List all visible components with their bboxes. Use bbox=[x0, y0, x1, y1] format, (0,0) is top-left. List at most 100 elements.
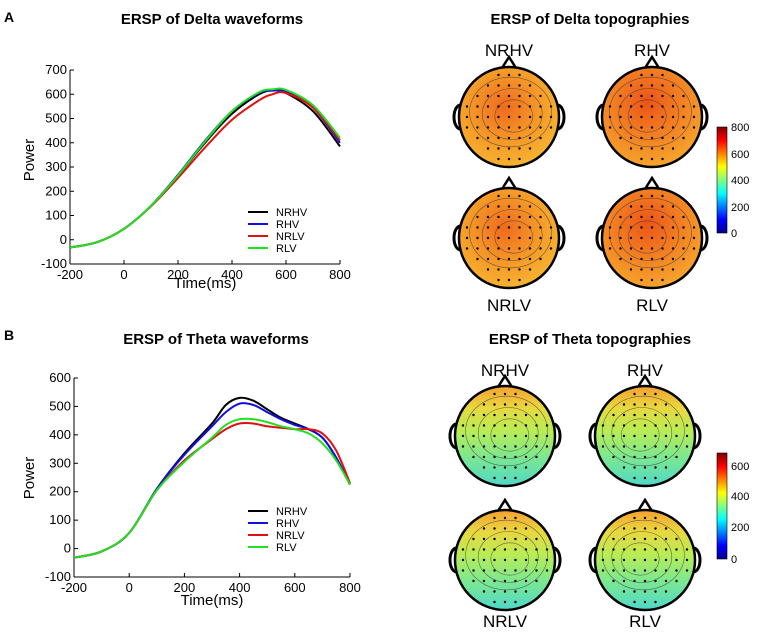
electrode-dot bbox=[601, 569, 605, 572]
electrode-dot bbox=[486, 126, 490, 129]
electrode-dot bbox=[671, 115, 675, 119]
electrode-dot bbox=[539, 94, 542, 98]
electrode-dot bbox=[643, 476, 647, 480]
electrode-dot bbox=[643, 445, 647, 448]
electrode-dot bbox=[528, 126, 532, 129]
electrode-dot bbox=[497, 147, 500, 150]
electrode-dot bbox=[497, 84, 500, 87]
electrode-dot bbox=[661, 94, 664, 98]
topo-label-nrhv: NRHV bbox=[481, 361, 530, 380]
electrode-dot bbox=[507, 84, 511, 87]
topo-label-nrhv: NRHV bbox=[485, 41, 534, 60]
electrode-dot bbox=[514, 434, 517, 438]
electrode-dot bbox=[476, 94, 479, 98]
electrode-dot bbox=[497, 105, 500, 108]
electrode-dot bbox=[675, 558, 678, 562]
head-ear bbox=[595, 224, 604, 252]
electrode-dot bbox=[622, 403, 626, 406]
electrode-dot bbox=[692, 236, 696, 240]
electrode-dot bbox=[493, 600, 496, 604]
contour-line bbox=[465, 395, 548, 467]
electrode-dot bbox=[472, 455, 475, 459]
electrode-dot bbox=[472, 558, 475, 562]
electrode-dot bbox=[545, 445, 549, 448]
electrode-dot bbox=[524, 466, 528, 469]
electrode-dot bbox=[518, 257, 521, 261]
electrode-dot bbox=[633, 424, 636, 427]
electrode-dot bbox=[671, 257, 675, 261]
electrode-dot bbox=[482, 445, 486, 448]
electrode-dot bbox=[661, 236, 664, 240]
electrode-dot bbox=[518, 147, 521, 150]
electrode-dot bbox=[654, 600, 657, 604]
electrode-dot bbox=[640, 147, 643, 150]
electrode-dot bbox=[524, 548, 528, 551]
electrode-dot bbox=[661, 73, 664, 77]
electrode-dot bbox=[622, 455, 626, 459]
electrode-dot bbox=[535, 548, 538, 551]
electrode-dot bbox=[633, 537, 636, 541]
panel-a-letter: A bbox=[4, 9, 14, 25]
electrode-dot bbox=[608, 126, 612, 129]
electrode-dot bbox=[629, 247, 633, 250]
electrode-dot bbox=[650, 126, 654, 129]
electrode-dot bbox=[518, 115, 521, 119]
electrode-dot bbox=[535, 424, 538, 427]
electrode-dot bbox=[650, 194, 654, 198]
electrode-dot bbox=[633, 590, 636, 593]
electrode-dot bbox=[622, 424, 626, 427]
electrode-dot bbox=[640, 215, 643, 219]
y-tick-label: 400 bbox=[49, 427, 71, 442]
contour-line bbox=[618, 88, 680, 140]
contour-line bbox=[611, 407, 673, 459]
electrode-dot bbox=[482, 466, 486, 469]
head-ear bbox=[448, 546, 457, 574]
electrode-dot bbox=[664, 466, 668, 469]
electrode-dot bbox=[650, 257, 654, 261]
electrode-dot bbox=[503, 537, 507, 541]
delta-colorbar-tick: 0 bbox=[731, 228, 737, 240]
electrode-dot bbox=[535, 455, 538, 459]
electrode-dot bbox=[535, 579, 538, 583]
electrode-dot bbox=[622, 413, 626, 417]
electrode-dot bbox=[549, 126, 553, 129]
series-line-rlv bbox=[69, 87, 341, 249]
head-ear bbox=[693, 546, 702, 574]
delta-topo-title: ERSP of Delta topographies bbox=[491, 11, 690, 28]
electrode-dot bbox=[685, 445, 689, 448]
y-tick-label: 700 bbox=[45, 62, 67, 77]
electrode-dot bbox=[493, 434, 496, 438]
electrode-dot bbox=[493, 558, 496, 562]
electrode-dot bbox=[650, 268, 654, 271]
electrode-dot bbox=[643, 413, 647, 417]
electrode-dot bbox=[654, 445, 657, 448]
electrode-dot bbox=[461, 569, 465, 572]
series-line-nrlv bbox=[69, 91, 341, 249]
electrode-dot bbox=[465, 105, 469, 108]
electrode-dot bbox=[497, 136, 500, 140]
y-axis-label: Power bbox=[21, 139, 38, 182]
y-tick-label: 400 bbox=[45, 135, 67, 150]
head-nose bbox=[636, 497, 654, 512]
electrode-dot bbox=[518, 226, 521, 229]
electrode-dot bbox=[619, 105, 622, 108]
x-tick-label: -200 bbox=[57, 267, 83, 282]
electrode-dot bbox=[650, 157, 654, 161]
electrode-dot bbox=[675, 455, 678, 459]
electrode-dot bbox=[476, 136, 479, 140]
electrode-dot bbox=[503, 579, 507, 583]
electrode-dot bbox=[497, 236, 500, 240]
contour-line bbox=[627, 220, 667, 254]
electrode-dot bbox=[664, 455, 668, 459]
electrode-dot bbox=[535, 569, 538, 572]
electrode-dot bbox=[493, 527, 496, 530]
electrode-dot bbox=[671, 226, 675, 229]
electrode-dot bbox=[528, 226, 532, 229]
electrode-dot bbox=[650, 73, 654, 77]
electrode-dot bbox=[528, 136, 532, 140]
electrode-dot bbox=[619, 236, 622, 240]
electrode-dot bbox=[476, 105, 479, 108]
head-ear bbox=[693, 422, 702, 450]
delta-topomap-rhv bbox=[595, 54, 709, 169]
y-tick-label: -100 bbox=[41, 256, 67, 271]
